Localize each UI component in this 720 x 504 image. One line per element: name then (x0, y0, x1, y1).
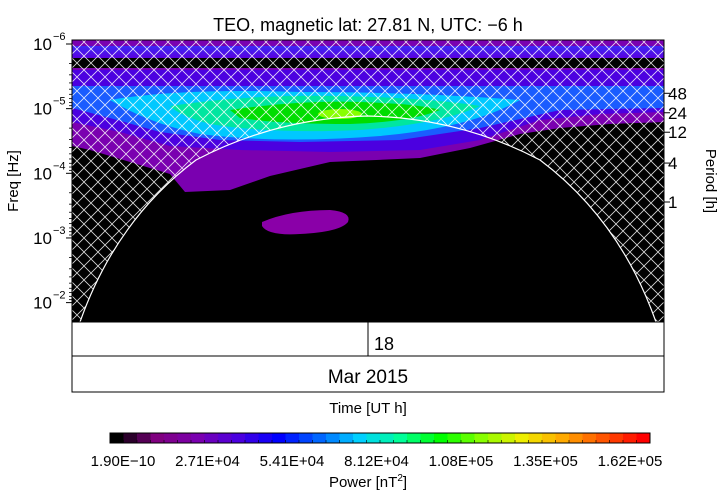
colorbar-swatch (596, 433, 610, 443)
colorbar-swatch (137, 433, 151, 443)
colorbar-swatch (380, 433, 394, 443)
colorbar-swatch (555, 433, 570, 443)
colorbar-swatch (299, 433, 313, 443)
colorbar-swatch (123, 433, 138, 443)
period-tick-label-1: 24 (668, 104, 687, 123)
colorbar-swatch (393, 433, 408, 443)
y-tick-label-0: 10 (33, 35, 52, 54)
y-tick-exponent-1: −5 (53, 96, 66, 108)
colorbar-swatch (474, 433, 489, 443)
period-tick-label-3: 4 (668, 154, 677, 173)
y-tick-label-2: 10 (33, 164, 52, 183)
y-tick-exponent-2: −4 (53, 160, 66, 172)
colorbar-label-2: 5.41E+04 (260, 453, 325, 470)
time-axis: 18 Mar 2015 (71, 321, 665, 393)
colorbar-swatch (488, 433, 502, 443)
cone-of-influence-edge (79, 115, 657, 322)
y-tick-exponent-3: −3 (53, 225, 66, 237)
colorbar-swatch (461, 433, 475, 443)
colorbar-label-4: 1.08E+05 (429, 453, 494, 470)
colorbar-swatch (245, 433, 259, 443)
colorbar-swatch (528, 433, 543, 443)
colorbar-title-end: ] (403, 474, 407, 491)
colorbar-swatch (204, 433, 219, 443)
colorbar-title: Power [nT2] (329, 473, 407, 491)
period-tick-label-2: 12 (668, 123, 687, 142)
y-axis: 10−610−510−410−310−2 (33, 31, 72, 313)
plot-area (72, 40, 664, 322)
colorbar-swatch (231, 433, 246, 443)
colorbar-label-6: 1.62E+05 (598, 453, 663, 470)
y-axis-label: Freq [Hz] (5, 150, 22, 212)
colorbar-swatch (191, 433, 205, 443)
colorbar-labels: 1.90E−10 2.71E+04 5.41E+04 8.12E+04 1.08E+05… (91, 453, 663, 470)
y-tick-exponent-0: −6 (53, 31, 66, 43)
colorbar-swatch (285, 433, 300, 443)
colorbar-swatch (434, 433, 448, 443)
period-tick-label-4: 1 (668, 193, 677, 212)
colorbar-swatch (582, 433, 597, 443)
colorbar-swatch (110, 433, 124, 443)
cone-of-influence (72, 40, 664, 322)
colorbar-swatch (501, 433, 516, 443)
colorbar-swatch (326, 433, 340, 443)
colorbar-label-0: 1.90E−10 (91, 453, 156, 470)
y-tick-exponent-4: −2 (53, 290, 66, 302)
colorbar-swatch (366, 433, 381, 443)
colorbar-swatch (542, 433, 556, 443)
y-tick-label-3: 10 (33, 229, 52, 248)
chart-title: TEO, magnetic lat: 27.81 N, UTC: −6 h (213, 15, 523, 35)
colorbar-swatch (609, 433, 624, 443)
colorbar-swatch (164, 433, 178, 443)
month-label: Mar 2015 (328, 367, 408, 388)
colorbar-swatch (447, 433, 462, 443)
band-4h-patch (262, 210, 349, 235)
colorbar-swatch (636, 433, 651, 443)
colorbar-swatch (312, 433, 327, 443)
colorbar-title-main: Power [nT (329, 474, 397, 491)
colorbar-swatch (569, 433, 583, 443)
colorbar-label-3: 8.12E+04 (344, 453, 409, 470)
colorbar-label-5: 1.35E+05 (513, 453, 578, 470)
colorbar-swatch (339, 433, 354, 443)
colorbar-swatch (515, 433, 529, 443)
colorbar-swatch (218, 433, 232, 443)
colorbar-swatch (150, 433, 165, 443)
day-label: 18 (374, 334, 394, 354)
period-axis-label: Period [h] (702, 149, 719, 213)
colorbar-swatch (407, 433, 421, 443)
colorbar (109, 432, 651, 444)
y-tick-label-4: 10 (33, 294, 52, 313)
colorbar-swatch (272, 433, 286, 443)
colorbar-swatch (258, 433, 273, 443)
x-axis-label: Time [UT h] (329, 400, 407, 417)
colorbar-title-exp: 2 (397, 473, 403, 484)
y-tick-label-1: 10 (33, 100, 52, 119)
colorbar-label-1: 2.71E+04 (175, 453, 240, 470)
period-tick-label-0: 48 (668, 84, 687, 103)
colorbar-swatch (420, 433, 435, 443)
month-row (71, 355, 665, 393)
colorbar-swatch (623, 433, 637, 443)
colorbar-swatch (177, 433, 192, 443)
colorbar-swatch (353, 433, 367, 443)
